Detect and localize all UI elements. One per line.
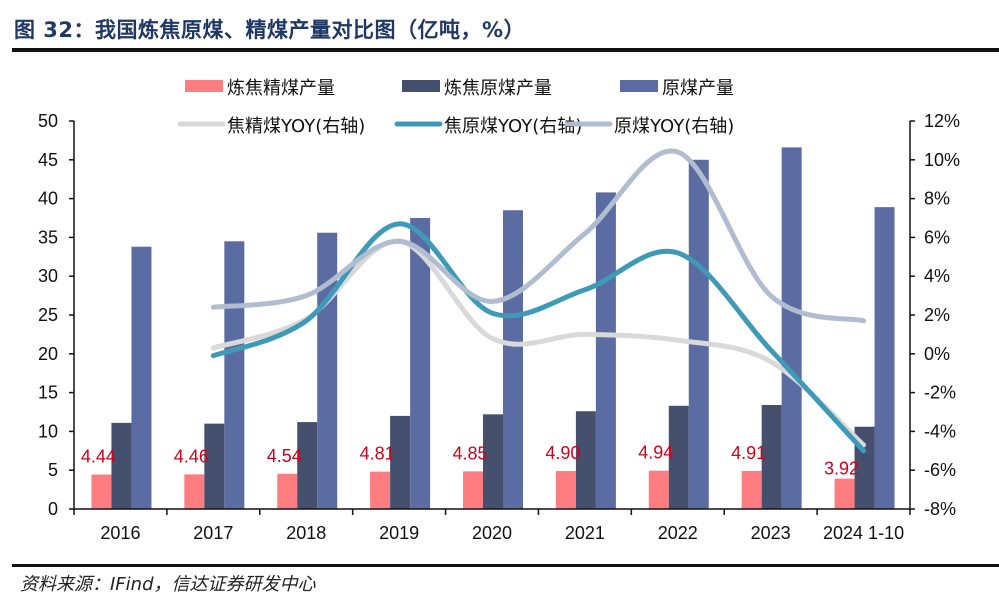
legend-swatch-2 xyxy=(620,80,658,92)
legend-swatch-1 xyxy=(402,80,440,92)
right-tick-label-5: 2% xyxy=(924,305,950,325)
left-tick-label-0: 0 xyxy=(48,499,58,519)
right-tick-label-6: 4% xyxy=(924,266,950,286)
bar-0-1 xyxy=(184,474,205,509)
data-label-5: 4.90 xyxy=(545,443,580,463)
legend-label-2: 原煤产量 xyxy=(662,78,734,99)
bar-1-4 xyxy=(483,414,503,509)
bar-0-3 xyxy=(370,471,391,509)
bar-2-5 xyxy=(595,192,616,509)
axes-layer: 0 5 10 15 20 25 30 35 40 45 50 -8% -6% -4% -2% 0% 2% 4% 6%… xyxy=(38,111,960,543)
bar-0-5 xyxy=(555,470,576,509)
x-tick-label-1: 2017 xyxy=(193,523,233,543)
legend-label-0: 炼焦精煤产量 xyxy=(227,78,335,99)
data-label-3: 4.81 xyxy=(360,444,395,464)
left-tick-label-4: 20 xyxy=(38,344,58,364)
data-label-6: 4.94 xyxy=(638,443,673,463)
data-labels-layer: 4.44 4.46 4.54 4.81 4.85 4.90 4.94 4.91 3.92 xyxy=(81,443,859,479)
x-tick-label-3: 2019 xyxy=(379,523,419,543)
x-tick-label-8: 2024 1-10 xyxy=(823,523,904,543)
left-tick-label-1: 5 xyxy=(48,460,58,480)
data-label-0: 4.44 xyxy=(81,447,116,467)
bar-2-8 xyxy=(874,207,895,510)
x-tick-label-5: 2021 xyxy=(565,523,605,543)
right-tick-label-2: -4% xyxy=(924,421,956,441)
right-tick-label-3: -2% xyxy=(924,383,956,403)
bar-0-6 xyxy=(648,470,669,509)
legend-label-5: 原煤YOY(右轴) xyxy=(614,116,734,137)
right-tick-label-8: 8% xyxy=(924,189,950,209)
x-tick-label-0: 2016 xyxy=(100,523,140,543)
legend-label-3: 焦精煤YOY(右轴) xyxy=(227,116,365,137)
left-tick-label-5: 25 xyxy=(38,305,58,325)
bar-2-7 xyxy=(781,147,802,509)
left-tick-label-7: 35 xyxy=(38,227,58,247)
left-tick-label-8: 40 xyxy=(38,189,58,209)
bar-2-3 xyxy=(410,218,431,509)
bar-1-3 xyxy=(390,415,411,509)
legend-label-4: 焦原煤YOY(右轴) xyxy=(444,116,582,137)
right-tick-label-7: 6% xyxy=(924,227,950,247)
left-tick-label-2: 10 xyxy=(38,421,58,441)
bars-layer xyxy=(91,147,895,510)
bar-2-0 xyxy=(131,246,152,509)
bar-1-6 xyxy=(668,405,689,509)
left-tick-label-10: 50 xyxy=(38,111,58,131)
bar-0-2 xyxy=(277,473,298,509)
bar-1-1 xyxy=(204,423,225,509)
x-tick-label-6: 2022 xyxy=(658,523,698,543)
bar-0-7 xyxy=(741,470,762,509)
bar-2-1 xyxy=(224,241,245,509)
source-divider xyxy=(12,564,999,567)
bar-2-6 xyxy=(688,159,709,510)
data-label-4: 4.85 xyxy=(452,443,487,463)
left-tick-label-3: 15 xyxy=(38,383,58,403)
legend-swatch-0 xyxy=(185,80,223,92)
bar-0-4 xyxy=(463,471,483,509)
right-tick-label-1: -6% xyxy=(924,460,956,480)
source-note: 资料来源：IFind，信达证券研发中心 xyxy=(20,574,316,595)
x-tick-label-7: 2023 xyxy=(751,523,791,543)
right-tick-label-4: 0% xyxy=(924,344,950,364)
data-label-7: 4.91 xyxy=(731,443,766,463)
bar-2-2 xyxy=(317,232,338,509)
bar-0-0 xyxy=(91,474,112,509)
legend-label-1: 炼焦原煤产量 xyxy=(444,78,552,99)
bar-1-7 xyxy=(761,405,782,509)
data-label-1: 4.46 xyxy=(174,446,209,466)
x-tick-label-2: 2018 xyxy=(286,523,326,543)
x-tick-label-4: 2020 xyxy=(472,523,512,543)
bar-1-2 xyxy=(297,422,318,509)
lines-layer xyxy=(210,148,867,454)
right-tick-label-9: 10% xyxy=(924,150,960,170)
left-tick-label-6: 30 xyxy=(38,266,58,286)
line-series-1 xyxy=(210,221,867,454)
title-divider xyxy=(12,48,999,52)
line-series-2 xyxy=(210,148,867,324)
bar-1-5 xyxy=(575,411,596,509)
chart-title: 图 32：我国炼焦原煤、精煤产量对比图（亿吨，%） xyxy=(14,18,526,42)
right-tick-label-0: -8% xyxy=(924,499,956,519)
data-label-8: 3.92 xyxy=(824,459,859,479)
bar-0-8 xyxy=(834,478,855,509)
data-label-2: 4.54 xyxy=(267,446,302,466)
left-tick-label-9: 45 xyxy=(38,150,58,170)
right-tick-label-10: 12% xyxy=(924,111,960,131)
bar-2-4 xyxy=(503,210,523,510)
bar-1-0 xyxy=(111,422,132,509)
